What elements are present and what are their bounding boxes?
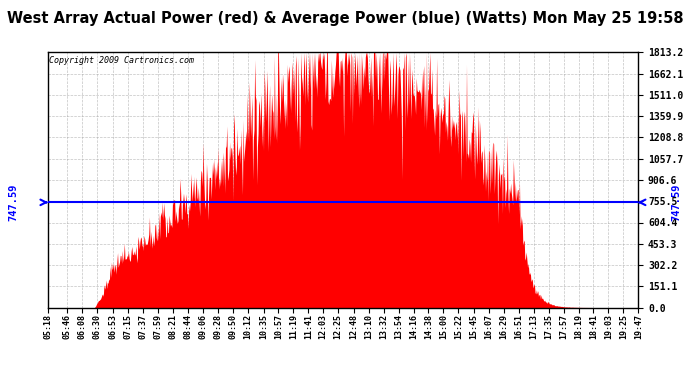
Text: 747.59: 747.59: [671, 184, 682, 221]
Text: West Array Actual Power (red) & Average Power (blue) (Watts) Mon May 25 19:58: West Array Actual Power (red) & Average …: [7, 11, 684, 26]
Text: Copyright 2009 Cartronics.com: Copyright 2009 Cartronics.com: [50, 56, 195, 65]
Text: 747.59: 747.59: [8, 184, 18, 221]
